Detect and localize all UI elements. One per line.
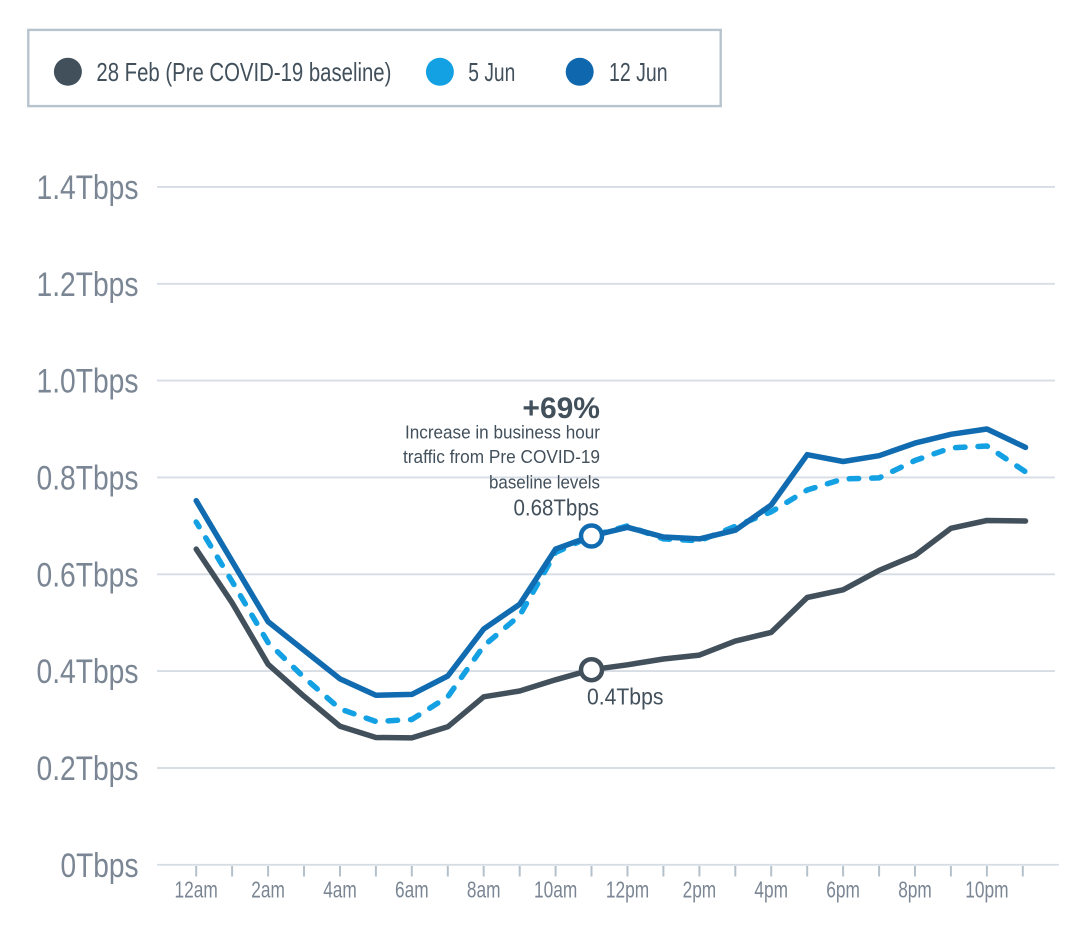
svg-text:8pm: 8pm xyxy=(898,877,932,903)
svg-text:4am: 4am xyxy=(323,877,357,903)
svg-text:1.2Tbps: 1.2Tbps xyxy=(37,266,139,304)
svg-text:2am: 2am xyxy=(251,877,285,903)
svg-text:baseline levels: baseline levels xyxy=(489,472,600,493)
svg-text:0.8Tbps: 0.8Tbps xyxy=(37,459,139,497)
svg-text:1.0Tbps: 1.0Tbps xyxy=(37,363,139,401)
svg-text:10am: 10am xyxy=(534,877,577,903)
svg-text:8am: 8am xyxy=(467,877,501,903)
svg-text:1.4Tbps: 1.4Tbps xyxy=(37,169,139,207)
svg-text:0.4Tbps: 0.4Tbps xyxy=(37,653,139,691)
svg-text:12pm: 12pm xyxy=(606,877,649,903)
svg-text:0.68Tbps: 0.68Tbps xyxy=(514,495,600,521)
svg-text:12am: 12am xyxy=(175,877,218,903)
svg-text:28 Feb (Pre COVID-19 baseline): 28 Feb (Pre COVID-19 baseline) xyxy=(96,57,391,87)
svg-text:6am: 6am xyxy=(395,877,429,903)
svg-text:0.6Tbps: 0.6Tbps xyxy=(37,556,139,594)
svg-text:5 Jun: 5 Jun xyxy=(468,57,515,87)
svg-text:10pm: 10pm xyxy=(965,877,1008,903)
svg-text:0.2Tbps: 0.2Tbps xyxy=(37,750,139,788)
svg-text:12 Jun: 12 Jun xyxy=(609,57,668,87)
svg-text:6pm: 6pm xyxy=(826,877,860,903)
svg-text:4pm: 4pm xyxy=(754,877,788,903)
svg-text:0Tbps: 0Tbps xyxy=(61,847,139,885)
svg-text:traffic from Pre COVID-19: traffic from Pre COVID-19 xyxy=(403,446,600,467)
svg-text:0.4Tbps: 0.4Tbps xyxy=(587,684,663,710)
svg-text:Increase in business hour: Increase in business hour xyxy=(405,422,600,443)
svg-text:+69%: +69% xyxy=(522,392,600,425)
svg-text:2pm: 2pm xyxy=(683,877,717,903)
